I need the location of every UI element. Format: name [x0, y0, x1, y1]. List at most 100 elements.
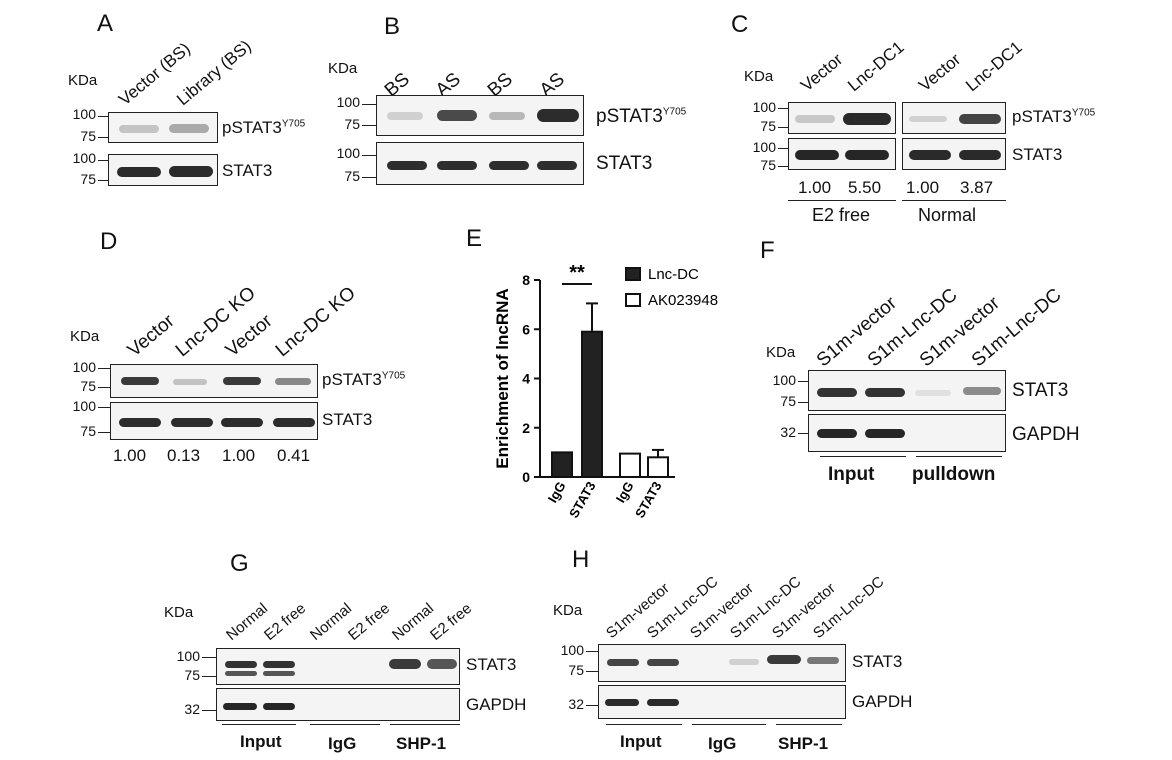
row-label-b-stat3: STAT3 [596, 153, 653, 174]
mw-c-100-bottom: 100 [752, 139, 776, 155]
panel-letter-e: E [466, 225, 483, 252]
group-label-h-igg: IgG [708, 734, 737, 753]
row-label-c-pstat3: pSTAT3Y705 [1012, 107, 1096, 126]
panel-letter-g: G [230, 550, 249, 577]
row-label-f-stat3: STAT3 [1012, 380, 1069, 401]
group-label-h-shp1: SHP-1 [778, 734, 829, 753]
lane-label-c-3: Vector [915, 49, 965, 96]
mw-a-75-bottom: 75 [80, 171, 96, 187]
row-label-g-gapdh: GAPDH [466, 695, 527, 714]
mw-a-100-top: 100 [72, 106, 96, 122]
mw-b-75-bottom: 75 [344, 168, 360, 184]
mw-g-32: 32 [184, 701, 200, 717]
lane-label-g-6: E2 free [427, 599, 476, 644]
significance-marker: ** [569, 262, 585, 284]
group-label-g-shp1: SHP-1 [396, 734, 447, 753]
kda-label-f: KDa [766, 344, 796, 361]
legend-label-1: AK023948 [648, 292, 718, 309]
group-label-f-input: Input [828, 464, 875, 485]
row-label-h-stat3: STAT3 [852, 652, 903, 671]
mw-h-100: 100 [560, 642, 584, 658]
kda-label-c: KDa [744, 68, 774, 85]
lane-label-g-2: E2 free [261, 599, 310, 644]
legend-swatch-0 [625, 267, 641, 281]
lane-label-g-4: E2 free [345, 599, 394, 644]
blot-h-stat3 [598, 644, 846, 682]
quant-d-2: 0.13 [167, 446, 201, 465]
mw-b-100-top: 100 [336, 94, 360, 110]
blot-f-stat3 [808, 370, 1006, 411]
legend-swatch-1 [625, 293, 641, 307]
kda-label-d: KDa [70, 328, 100, 345]
mw-a-75-top: 75 [80, 128, 96, 144]
group-label-g-input: Input [240, 732, 282, 751]
x-tick-label-3: STAT3 [632, 479, 665, 520]
blot-g-gapdh [216, 688, 460, 721]
bar-0-0 [551, 451, 573, 478]
blot-c1-pstat3 [788, 102, 896, 134]
row-label-b-pstat3: pSTAT3Y705 [596, 106, 687, 127]
row-label-h-gapdh: GAPDH [852, 692, 913, 711]
group-label-c-e2free: E2 free [812, 205, 871, 225]
mw-d-75-top: 75 [80, 378, 96, 394]
lane-label-c-4: Lnc-DC1 [962, 37, 1026, 96]
mw-g-100: 100 [176, 648, 200, 664]
y-tick-label-0: 0 [522, 469, 530, 485]
kda-label-b: KDa [328, 60, 358, 77]
row-label-f-gapdh: GAPDH [1012, 424, 1080, 445]
panel-letter-h: H [572, 546, 590, 573]
mw-f-100: 100 [772, 372, 796, 388]
mw-g-75: 75 [184, 667, 200, 683]
quant-d-4: 0.41 [277, 446, 311, 465]
mw-f-75: 75 [780, 393, 796, 409]
mw-c-75-bottom: 75 [760, 157, 776, 173]
lane-label-g-3: Normal [307, 599, 356, 644]
blot-a-stat3 [108, 154, 218, 186]
mw-d-100-bottom: 100 [72, 398, 96, 414]
blot-b-pstat3 [376, 95, 584, 136]
blot-d-stat3 [110, 402, 318, 440]
blot-f-gapdh [808, 414, 1006, 452]
group-label-c-normal: Normal [918, 205, 977, 225]
kda-label-g: KDa [164, 604, 194, 621]
group-label-h-input: Input [620, 732, 662, 751]
quant-d-1: 1.00 [113, 446, 147, 465]
kda-label-a: KDa [68, 72, 98, 89]
quant-c-3: 1.00 [906, 178, 940, 197]
quant-c-1: 1.00 [798, 178, 832, 197]
mw-c-75-top: 75 [760, 118, 776, 134]
row-label-d-pstat3: pSTAT3Y705 [322, 370, 406, 389]
row-label-g-stat3: STAT3 [466, 655, 517, 674]
blot-c2-stat3 [902, 138, 1006, 170]
y-tick-label-4: 8 [522, 272, 530, 288]
panel-letter-b: B [384, 13, 401, 40]
row-label-d-stat3: STAT3 [322, 410, 373, 429]
blot-d-pstat3 [110, 364, 318, 398]
blot-h-gapdh [598, 685, 846, 719]
panel-letter-d: D [100, 228, 118, 255]
blot-c1-stat3 [788, 138, 896, 170]
bar-1-3 [647, 456, 669, 479]
panel-letter-f: F [760, 237, 775, 264]
kda-label-h: KDa [553, 602, 583, 619]
lane-label-c-2: Lnc-DC1 [844, 37, 908, 96]
lane-label-g-5: Normal [389, 599, 438, 644]
blot-g-stat3 [216, 648, 460, 685]
lane-label-c-1: Vector [797, 49, 847, 96]
legend-label-0: Lnc-DC [648, 266, 699, 283]
quant-c-2: 5.50 [848, 178, 882, 197]
bar-1-2 [619, 452, 641, 478]
quant-c-4: 3.87 [960, 178, 994, 197]
row-label-a-stat3: STAT3 [222, 161, 273, 180]
lane-label-g-1: Normal [223, 599, 272, 644]
group-label-f-pulldown: pulldown [912, 464, 996, 485]
mw-h-32: 32 [568, 696, 584, 712]
mw-h-75: 75 [568, 662, 584, 678]
y-tick-label-3: 6 [522, 321, 530, 337]
lane-label-d-4: Lnc-DC KO [271, 282, 360, 362]
blot-c2-pstat3 [902, 102, 1006, 134]
panel-letter-a: A [97, 10, 114, 37]
mw-f-32: 32 [780, 424, 796, 440]
mw-b-75-top: 75 [344, 116, 360, 132]
